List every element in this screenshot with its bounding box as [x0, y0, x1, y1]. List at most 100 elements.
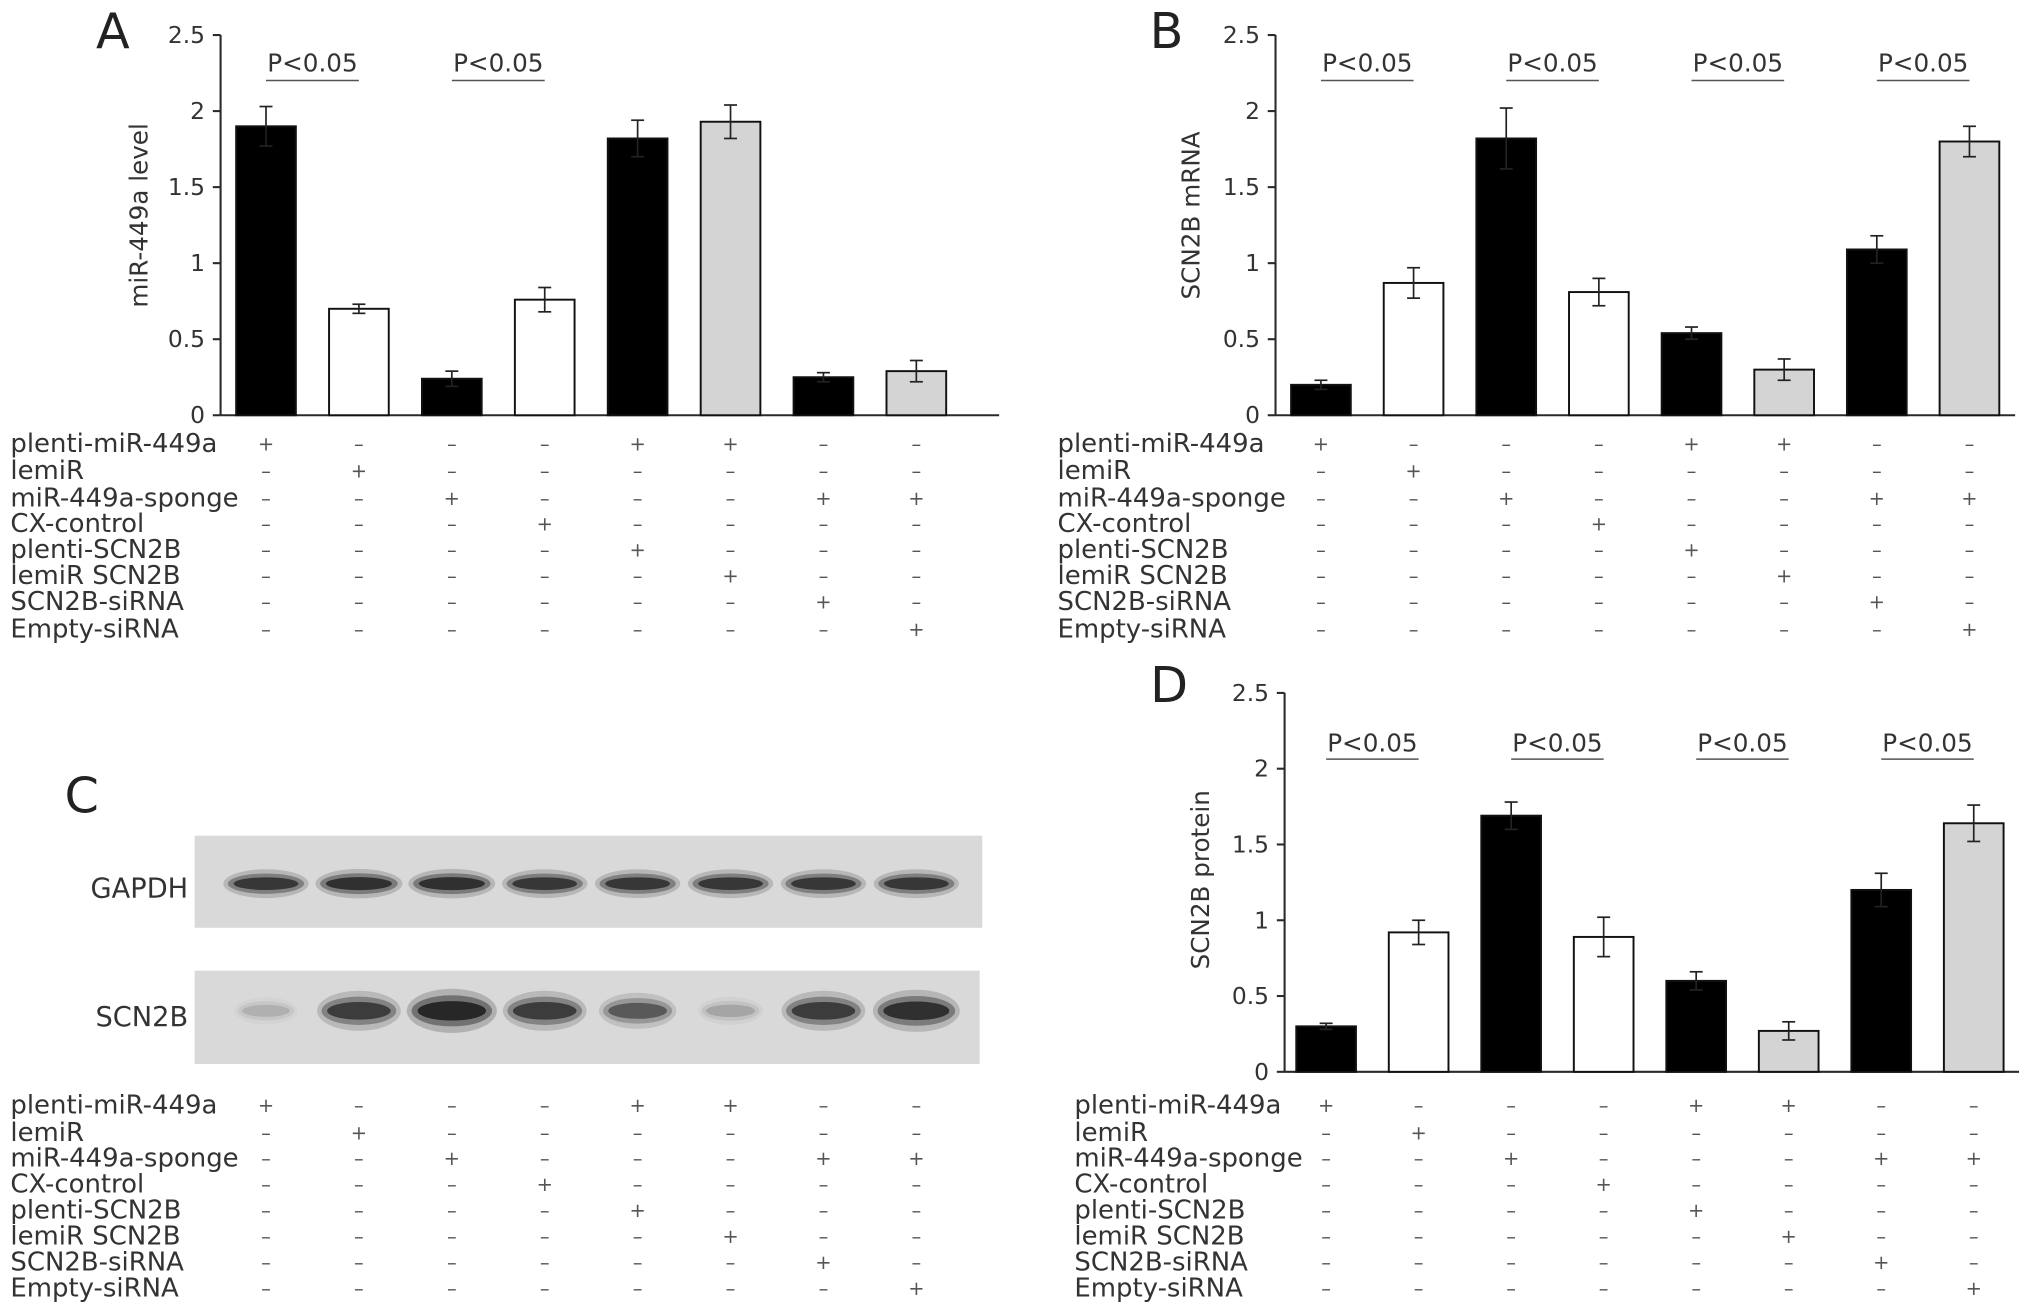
significance-bracket: P<0.05: [266, 48, 359, 82]
bar: [1568, 291, 1630, 417]
significance-bracket: P<0.05: [1691, 48, 1785, 82]
condition-mark: –: [261, 1277, 271, 1300]
bar-series: [1295, 814, 2005, 1073]
bar: [1942, 822, 2005, 1073]
y-axis: 0 0.5 1 1.5 2 2.5: [168, 21, 222, 429]
condition-mark: –: [540, 1251, 550, 1274]
condition-mark: –: [261, 1225, 271, 1248]
bar: [235, 125, 297, 417]
condition-row-label: miR-449a-sponge: [1074, 1144, 1302, 1174]
condition-mark: +: [1781, 1094, 1797, 1117]
condition-mark: +: [351, 460, 367, 483]
condition-mark: –: [633, 565, 643, 588]
y-tick-label: 1.5: [168, 173, 205, 201]
bar-series: [235, 120, 948, 417]
condition-row: Empty-siRNA – – – – – – – +: [10, 1274, 924, 1304]
condition-row: lemiR SCN2B – – – – – + – –: [1058, 561, 1975, 591]
condition-mark: +: [444, 1147, 460, 1170]
condition-row-label: CX-control: [10, 509, 144, 539]
condition-mark: +: [1873, 1251, 1889, 1274]
condition-mark: –: [540, 432, 550, 455]
significance-bracket: P<0.05: [451, 48, 545, 82]
condition-row-label: lemiR SCN2B: [1074, 1222, 1244, 1252]
condition-mark: –: [447, 1225, 457, 1248]
condition-mark: +: [815, 1147, 831, 1170]
condition-row-label: SCN2B-siRNA: [10, 1248, 184, 1278]
condition-row: CX-control – – – + – – – –: [10, 509, 921, 539]
condition-mark: –: [447, 432, 457, 455]
condition-row: lemiR SCN2B – – – – – + – –: [10, 1222, 921, 1252]
error-bar: [1870, 234, 1884, 265]
condition-mark: +: [1688, 1094, 1704, 1117]
significance-bracket: P<0.05: [1881, 728, 1974, 760]
condition-mark: +: [1405, 460, 1421, 483]
condition-mark: –: [1316, 591, 1326, 614]
condition-mark: –: [354, 432, 364, 455]
condition-mark: –: [633, 1121, 643, 1144]
condition-mark: –: [261, 1173, 271, 1196]
blot-band-body: [701, 1000, 760, 1021]
condition-mark: –: [911, 539, 921, 562]
condition-mark: –: [633, 513, 643, 536]
error-bar: [1777, 358, 1791, 382]
significance-annotations: P<0.05 P<0.05: [266, 48, 545, 82]
condition-mark: –: [447, 460, 457, 483]
condition-row-label: plenti-miR-449a: [10, 1091, 217, 1121]
condition-mark: +: [1318, 1094, 1334, 1117]
condition-mark: –: [1969, 1121, 1979, 1144]
condition-mark: –: [1969, 1173, 1979, 1196]
condition-mark: –: [1965, 591, 1975, 614]
condition-mark: –: [1316, 460, 1326, 483]
condition-mark: –: [1316, 513, 1326, 536]
condition-mark: –: [819, 1277, 829, 1300]
condition-mark: –: [911, 565, 921, 588]
condition-mark: –: [1872, 513, 1882, 536]
condition-row-label: CX-control: [1074, 1170, 1208, 1200]
blot-membrane: [194, 970, 980, 1065]
condition-mark: –: [354, 1094, 364, 1117]
condition-table: plenti-miR-449a + – – – + + – –lemiR – + – – – – – –miR-…: [1058, 429, 1978, 645]
condition-row-label: lemiR SCN2B: [10, 1222, 180, 1252]
blot-band-body: [603, 998, 673, 1024]
condition-mark: –: [261, 1147, 271, 1170]
condition-mark: –: [911, 1173, 921, 1196]
condition-mark: –: [1779, 487, 1789, 510]
condition-row-label: lemiR: [10, 1118, 84, 1148]
condition-mark: –: [1409, 565, 1419, 588]
condition-mark: –: [1321, 1121, 1331, 1144]
condition-mark: –: [1876, 1094, 1886, 1117]
condition-mark: +: [258, 432, 274, 455]
condition-mark: –: [354, 1277, 364, 1300]
condition-mark: –: [1872, 539, 1882, 562]
condition-row: CX-control – – – + – – – –: [1074, 1170, 1978, 1200]
condition-mark: –: [633, 1147, 643, 1170]
condition-mark: –: [1691, 1277, 1701, 1300]
bar: [513, 298, 576, 417]
condition-row: Empty-siRNA – – – – – – – +: [10, 614, 924, 644]
condition-mark: –: [1691, 1251, 1701, 1274]
condition-row-label: miR-449a-sponge: [10, 483, 238, 513]
blot-band-core: [883, 1001, 950, 1021]
condition-mark: –: [1599, 1277, 1609, 1300]
y-tick-label: 1.5: [1223, 173, 1260, 201]
condition-row-label: lemiR: [10, 456, 84, 486]
condition-mark: –: [1691, 1147, 1701, 1170]
condition-mark: –: [633, 487, 643, 510]
condition-mark: +: [1591, 513, 1607, 536]
condition-mark: –: [911, 1251, 921, 1274]
error-bar: [445, 370, 459, 388]
condition-mark: +: [908, 1277, 924, 1300]
bar: [1938, 140, 2001, 417]
condition-row: miR-449a-sponge – – + – – – + +: [1074, 1144, 1982, 1174]
condition-row-label: SCN2B-siRNA: [1058, 587, 1232, 617]
blot-band-core: [418, 877, 485, 891]
condition-mark: –: [1599, 1094, 1609, 1117]
condition-mark: –: [1872, 618, 1882, 641]
condition-row: miR-449a-sponge – – + – – – + +: [10, 1144, 924, 1174]
condition-mark: –: [261, 1199, 271, 1222]
condition-mark: –: [726, 1251, 736, 1274]
blot-band: [872, 989, 960, 1032]
condition-mark: –: [1316, 539, 1326, 562]
condition-mark: –: [819, 539, 829, 562]
